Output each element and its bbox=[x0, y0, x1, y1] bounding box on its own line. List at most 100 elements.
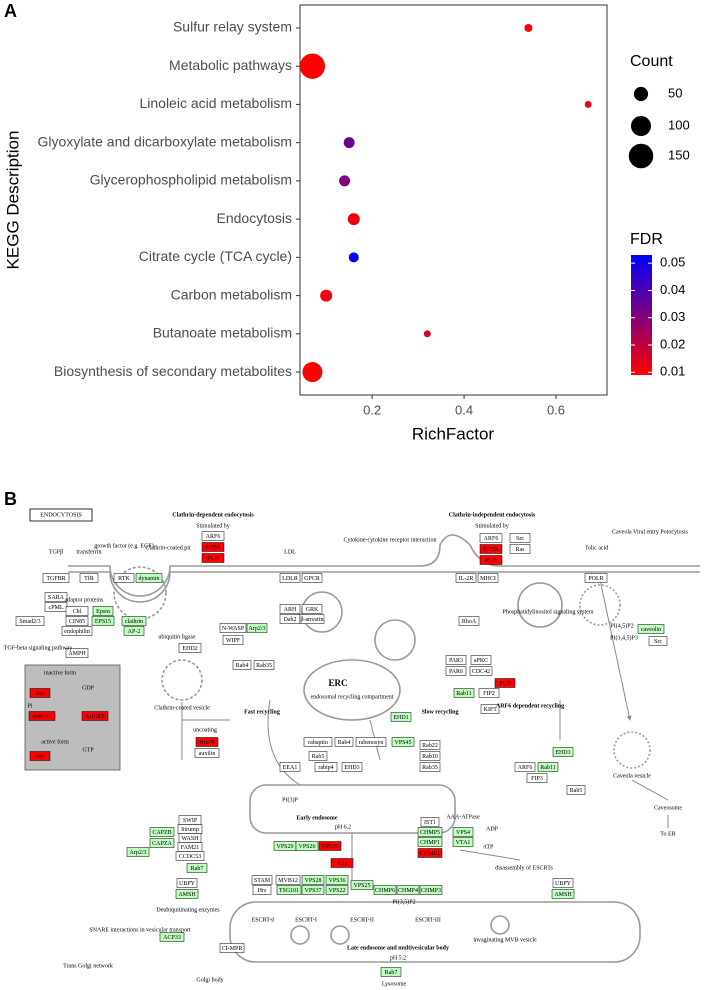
gene-label: ACP33 bbox=[163, 935, 181, 941]
gene-box bbox=[509, 544, 531, 554]
diagram-label: pH 5.2 bbox=[390, 955, 406, 961]
gene-label: Rab7 bbox=[385, 970, 398, 976]
diagram-label: transferrin bbox=[77, 548, 102, 555]
gene-box bbox=[552, 747, 574, 757]
gene-box bbox=[65, 606, 89, 616]
late-endosome bbox=[229, 901, 641, 963]
gene-box bbox=[584, 573, 608, 583]
gene-box bbox=[350, 880, 374, 890]
diagram-label: ERC bbox=[328, 678, 347, 688]
gene-box bbox=[219, 943, 245, 953]
gene-box bbox=[44, 592, 68, 602]
gene-box bbox=[637, 624, 665, 634]
gene-label: Rab11 bbox=[456, 691, 471, 697]
gene-label: ARF6 bbox=[484, 536, 499, 542]
gene-label: PAR6 bbox=[449, 669, 463, 675]
diagram-label: Phosphatidylinositol signaling system bbox=[502, 609, 593, 615]
gene-box bbox=[253, 660, 275, 670]
erc bbox=[303, 659, 401, 721]
gene-label: endophilin bbox=[64, 629, 90, 635]
point bbox=[299, 53, 326, 79]
gene-label: PLD bbox=[207, 556, 219, 562]
gene-label: Cbl bbox=[73, 609, 82, 615]
gene-box bbox=[232, 660, 252, 670]
point bbox=[302, 362, 323, 383]
gene-box bbox=[175, 889, 199, 899]
gene-box bbox=[551, 889, 575, 899]
gene-box bbox=[149, 827, 175, 837]
gene-label: PIP5K bbox=[205, 545, 222, 551]
vesicle bbox=[161, 659, 203, 701]
gene-box bbox=[159, 932, 185, 942]
gene-box bbox=[299, 614, 325, 624]
gene-label: ArfGEF bbox=[85, 713, 105, 720]
gene-label: UBPY bbox=[555, 881, 572, 887]
diagram-label: growth factor (e.g. EGF) bbox=[94, 542, 153, 549]
gene-box bbox=[552, 878, 574, 888]
y-tick-label: Citrate cycle (TCA cycle) bbox=[139, 248, 292, 264]
gene-label: IST1 bbox=[424, 820, 436, 826]
gene-box bbox=[648, 636, 668, 646]
panel-label: A bbox=[4, 1, 17, 21]
gene-box bbox=[276, 885, 302, 895]
gene-label: caveolin bbox=[641, 627, 661, 633]
gene-box bbox=[479, 533, 503, 543]
gene-label: Rab22 bbox=[422, 743, 438, 749]
gene-box bbox=[176, 878, 198, 888]
gene-box bbox=[301, 604, 323, 614]
vesicle bbox=[490, 915, 510, 935]
diagram-label: PI(3)P bbox=[282, 796, 298, 803]
x-tick-label: 0.4 bbox=[455, 402, 473, 417]
gene-box bbox=[480, 704, 500, 714]
gene-label: clathrin bbox=[125, 619, 143, 625]
diagram-label: endosomal recycling compartment bbox=[311, 694, 394, 700]
gene-box bbox=[396, 885, 420, 895]
gene-box bbox=[318, 841, 342, 851]
gene-box bbox=[314, 762, 338, 772]
color-legend-title: FDR bbox=[630, 231, 663, 248]
gene-box bbox=[195, 737, 219, 747]
gene-label: MVB12 bbox=[278, 878, 298, 884]
gene-label: EHD3 bbox=[344, 765, 359, 771]
diagram-label: Caveosome bbox=[654, 805, 682, 811]
diagram-label: Clathrin-coated vesicle bbox=[154, 705, 210, 711]
diagram-label: To ER bbox=[660, 831, 675, 837]
pathway-diagram: B ENDOCYTOSIS TGFBR TfR RTK dynamin SARA cPML… bbox=[4, 489, 700, 987]
gene-label: SARA bbox=[48, 595, 65, 601]
gene-label: KIF5 bbox=[484, 707, 497, 713]
gene-box bbox=[29, 751, 51, 761]
gene-label: Src bbox=[654, 639, 662, 645]
gene-label: RTK bbox=[118, 576, 130, 582]
gene-label: Arp2/3 bbox=[249, 626, 266, 632]
gene-label: PLD bbox=[485, 558, 497, 564]
gene-label: rabaptin bbox=[308, 740, 328, 746]
gene-label: EPS15 bbox=[95, 619, 111, 625]
gene-box bbox=[65, 616, 89, 626]
gene-label: Hrs bbox=[258, 888, 267, 894]
gene-label: Hsc70 bbox=[199, 740, 214, 746]
y-tick-label: Linoleic acid metabolism bbox=[139, 95, 292, 111]
color-tick-label: 0.03 bbox=[660, 309, 685, 324]
gene-label: Epsin bbox=[96, 609, 110, 615]
gene-box bbox=[15, 616, 45, 626]
gene-label: SWIP bbox=[183, 818, 198, 824]
size-legend-mark bbox=[633, 86, 649, 102]
gene-label: CHMP2 bbox=[420, 851, 440, 857]
diagram-label: LDL bbox=[284, 549, 296, 555]
color-tick-label: 0.01 bbox=[660, 364, 685, 379]
caveola bbox=[579, 584, 621, 626]
gene-label: VPS37 bbox=[304, 888, 321, 894]
diagram-label: Cytokine-cytokine receptor interaction bbox=[344, 537, 437, 543]
gene-box bbox=[514, 762, 536, 772]
diagram-label: Caveola Viral entry Potocytosis bbox=[612, 529, 689, 535]
gene-label: Arp2/3 bbox=[130, 850, 147, 856]
gene-label: EEA1 bbox=[283, 765, 298, 771]
gene-box bbox=[330, 858, 354, 868]
diagram-label: SNARE interactions in vesicular transpor… bbox=[89, 927, 191, 933]
gene-label: CHMP3 bbox=[421, 888, 441, 894]
diagram-label: GTP bbox=[82, 747, 94, 753]
point bbox=[320, 289, 333, 302]
gene-label: VPS25 bbox=[353, 883, 370, 889]
gene-label: Smad2/3 bbox=[19, 619, 40, 625]
size-legend-label: 150 bbox=[668, 147, 690, 162]
